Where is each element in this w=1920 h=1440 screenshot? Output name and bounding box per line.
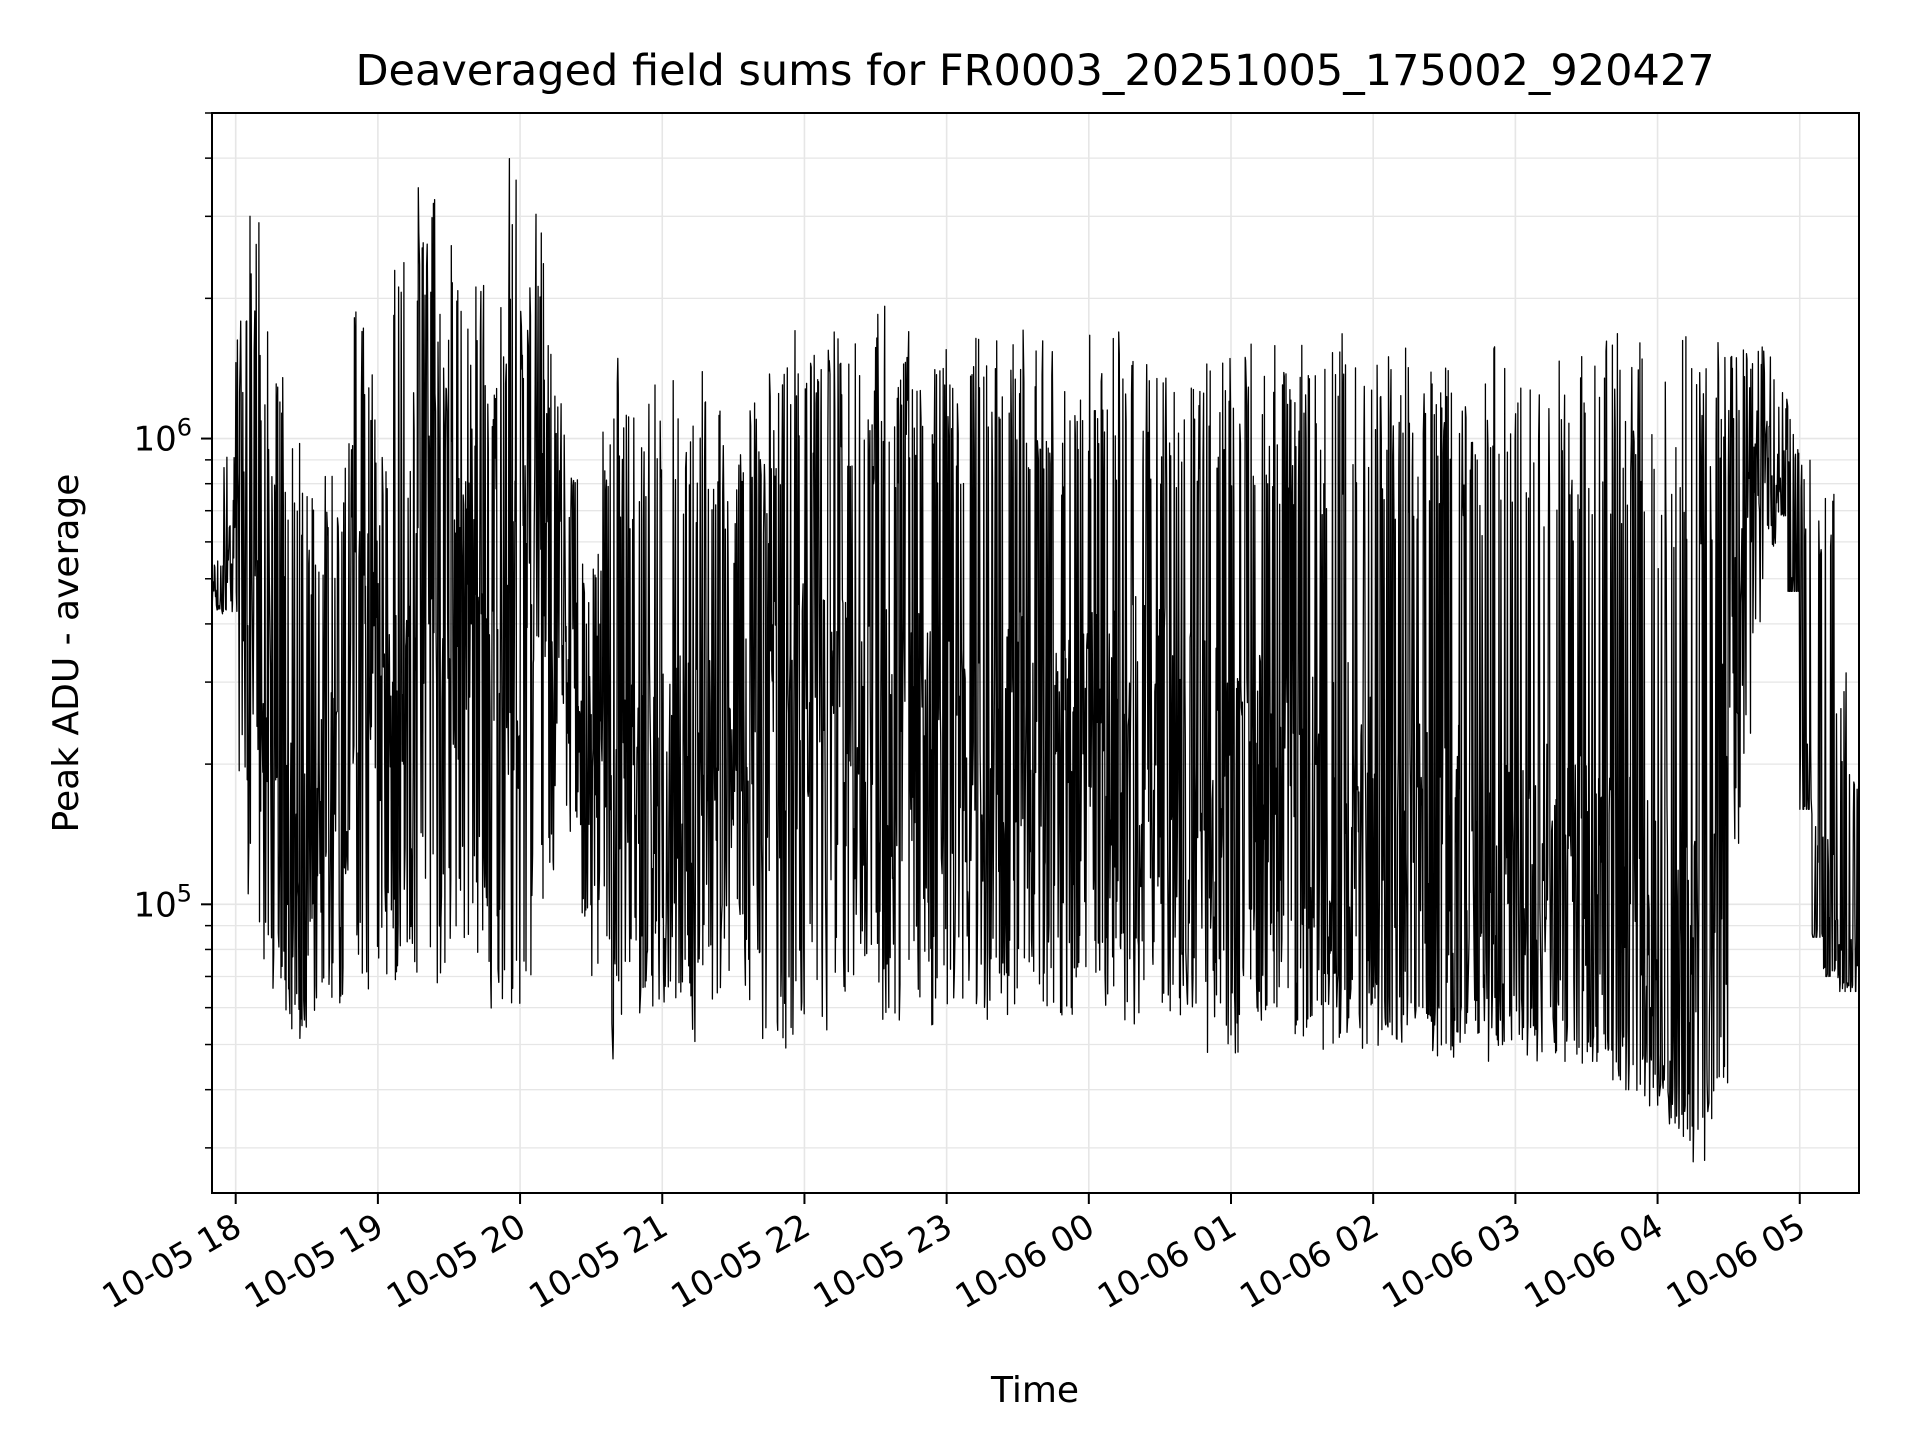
series-line <box>211 157 1860 1163</box>
chart-title: Deaveraged field sums for FR0003_2025100… <box>355 46 1714 96</box>
y-tick-label: 106 <box>133 414 192 460</box>
y-axis-label: Peak ADU - average <box>46 474 87 833</box>
plot-frame <box>211 112 1860 1194</box>
y-tick-exponent: 6 <box>177 414 192 442</box>
y-tick-base: 10 <box>133 420 176 460</box>
x-axis-label: Time <box>990 1370 1079 1411</box>
series-layer <box>211 157 1860 1163</box>
y-tick-label: 105 <box>133 879 192 925</box>
series-path <box>211 157 1860 1163</box>
y-tick-exponent: 5 <box>177 879 192 907</box>
y-tick-base: 10 <box>133 885 176 925</box>
